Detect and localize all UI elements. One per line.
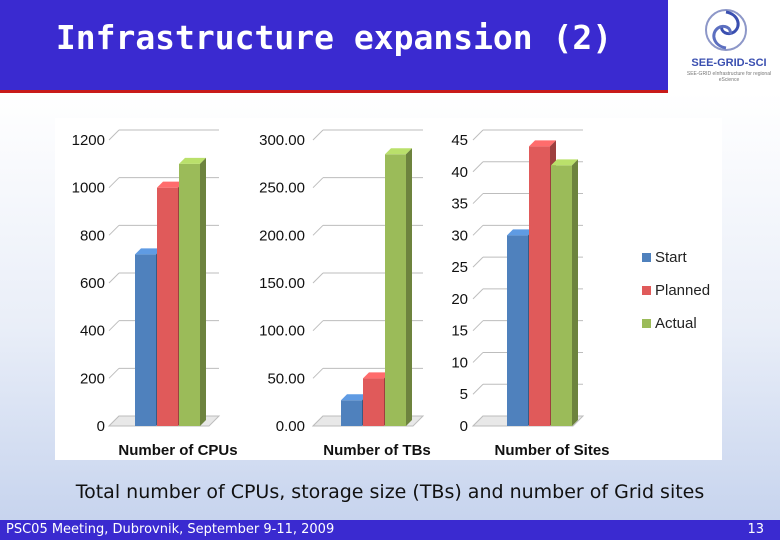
gridline xyxy=(312,129,324,141)
gridline xyxy=(472,256,484,268)
footer-text: PSC05 Meeting, Dubrovnik, September 9-11… xyxy=(6,522,335,537)
legend-label: Start xyxy=(655,249,688,266)
x-category-label: Number of TBs xyxy=(323,442,431,459)
y-tick-label: 10 xyxy=(451,354,468,371)
bar-actual xyxy=(385,154,406,427)
y-tick-label: 0.00 xyxy=(276,418,305,435)
page-number: 13 xyxy=(747,522,764,537)
bar-side-actual xyxy=(572,159,578,426)
title-underline xyxy=(0,90,668,93)
title-bar: Infrastructure expansion (2) xyxy=(0,0,668,90)
slide-title: Infrastructure expansion (2) xyxy=(55,18,613,57)
legend-swatch-start xyxy=(642,253,651,262)
y-tick-label: 200 xyxy=(80,370,105,387)
gridline xyxy=(472,288,484,300)
bar-top-planned xyxy=(157,181,184,188)
y-tick-label: 0 xyxy=(460,418,468,435)
y-tick-label: 1200 xyxy=(72,132,105,149)
gridline xyxy=(472,161,484,173)
gridline xyxy=(108,320,120,332)
bar-top-actual xyxy=(385,148,412,155)
gridline xyxy=(472,224,484,236)
logo-name: SEE-GRID-SCI xyxy=(691,57,767,69)
bar-actual xyxy=(551,165,572,426)
gridline xyxy=(472,383,484,395)
y-tick-label: 15 xyxy=(451,323,468,340)
gridline xyxy=(472,129,484,141)
y-tick-label: 400 xyxy=(80,323,105,340)
footer-bar: PSC05 Meeting, Dubrovnik, September 9-11… xyxy=(0,520,780,540)
gridline xyxy=(312,272,324,284)
legend-label: Planned xyxy=(655,282,710,299)
y-tick-label: 30 xyxy=(451,227,468,244)
y-tick-label: 50.00 xyxy=(267,370,305,387)
bar-top-planned xyxy=(363,372,390,379)
x-category-label: Number of CPUs xyxy=(118,442,237,459)
gridline xyxy=(108,129,120,141)
bar-start xyxy=(507,235,528,426)
y-tick-label: 0 xyxy=(97,418,105,435)
x-category-label: Number of Sites xyxy=(494,442,609,459)
y-tick-label: 150.00 xyxy=(259,275,305,292)
chart-panel: 0 200 400 600 800 1000 1200 Number of CPUs 0.00 5… xyxy=(55,118,722,460)
logo: SEE-GRID-SCI SEE-GRID eInfrastructure fo… xyxy=(672,0,780,90)
gridline xyxy=(108,224,120,236)
y-tick-label: 300.00 xyxy=(259,132,305,149)
spiral-logo-icon xyxy=(705,9,747,51)
bar-top-start xyxy=(135,248,162,255)
y-tick-label: 1000 xyxy=(72,180,105,197)
y-tick-label: 200.00 xyxy=(259,227,305,244)
bar-start xyxy=(135,254,156,426)
y-tick-label: 45 xyxy=(451,132,468,149)
gridline xyxy=(108,177,120,189)
gridline xyxy=(312,320,324,332)
gridline xyxy=(312,177,324,189)
y-tick-label: 25 xyxy=(451,259,468,276)
bar-planned xyxy=(363,378,384,426)
y-tick-label: 40 xyxy=(451,164,468,181)
y-tick-label: 800 xyxy=(80,227,105,244)
bar-top-actual xyxy=(551,159,578,166)
gridline xyxy=(108,272,120,284)
bar-planned xyxy=(529,146,550,426)
gridline xyxy=(472,320,484,332)
bar-side-actual xyxy=(200,157,206,427)
y-tick-label: 600 xyxy=(80,275,105,292)
bar-planned xyxy=(157,187,178,426)
bar-top-start xyxy=(341,394,368,401)
legend-label: Actual xyxy=(655,315,697,332)
bar-top-start xyxy=(507,229,534,236)
y-tick-label: 20 xyxy=(451,291,468,308)
gridline xyxy=(312,367,324,379)
bar-top-actual xyxy=(179,157,206,164)
bar-start xyxy=(341,400,362,426)
gridline xyxy=(312,224,324,236)
y-tick-label: 250.00 xyxy=(259,180,305,197)
legend-swatch-actual xyxy=(642,319,651,328)
legend-swatch-planned xyxy=(642,286,651,295)
y-tick-label: 100.00 xyxy=(259,323,305,340)
gridline xyxy=(472,352,484,363)
bar-top-planned xyxy=(529,140,556,147)
y-tick-label: 35 xyxy=(451,196,468,213)
gridline xyxy=(472,193,484,204)
chart-caption: Total number of CPUs, storage size (TBs)… xyxy=(75,481,705,503)
logo-tagline: SEE-GRID eInfrastructure for regional eS… xyxy=(686,71,772,83)
y-tick-label: 5 xyxy=(460,386,468,403)
bar-actual xyxy=(179,163,200,427)
bar-side-actual xyxy=(406,148,412,427)
gridline xyxy=(108,367,120,379)
